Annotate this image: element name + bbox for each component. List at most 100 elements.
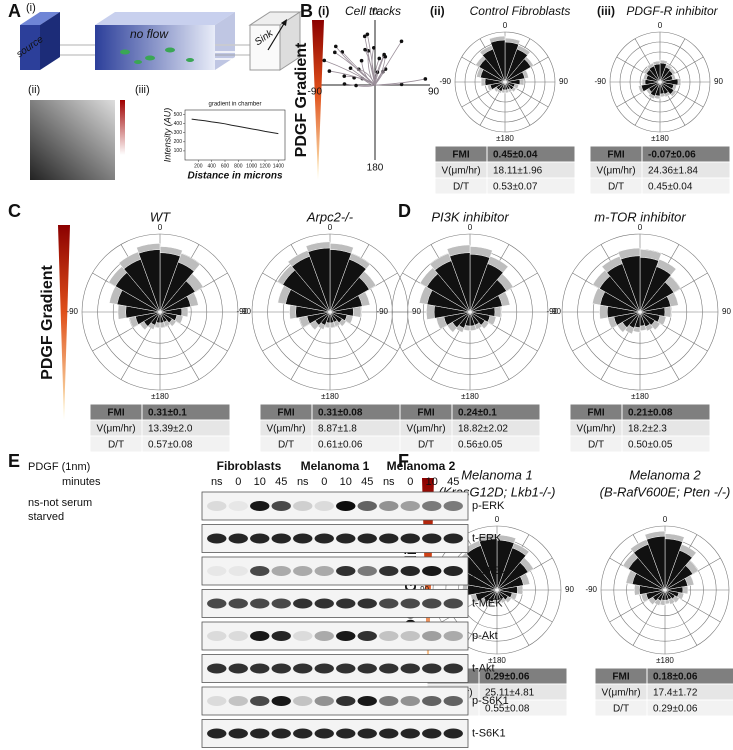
- rose-axis-label: -90: [594, 77, 606, 86]
- blot-band: [400, 696, 420, 706]
- rose-petal: [639, 311, 661, 323]
- rose-title: Melanoma 2: [629, 467, 701, 482]
- rose-petal: [449, 252, 471, 313]
- x-axis-label: Distance in microns: [187, 171, 282, 182]
- track-axis-label: 0: [372, 7, 378, 18]
- rose-axis-label: 90: [714, 77, 723, 86]
- rose-petal: [639, 311, 651, 327]
- track: [364, 36, 376, 86]
- table-label: FMI: [587, 408, 604, 419]
- table-cell: [646, 699, 733, 717]
- table-value: 0.31±0.08: [318, 408, 363, 419]
- blot-band: [293, 501, 313, 511]
- track-end: [333, 44, 338, 49]
- panel-letter: F: [398, 451, 409, 471]
- blot-band: [293, 728, 313, 739]
- rose-petal: [646, 535, 666, 591]
- blot-band: [400, 598, 420, 609]
- rose-axis-label: 0: [663, 515, 668, 524]
- blot-band: [228, 728, 248, 739]
- y-axis-label: Intensity (AU): [162, 108, 172, 163]
- blot-band: [228, 533, 248, 544]
- group-label: Fibroblasts: [217, 459, 282, 473]
- rose-petal: [329, 276, 370, 313]
- blot-band: [357, 631, 377, 641]
- row-label: p-MEK: [472, 565, 506, 577]
- gradient-label: PDGF Gradient: [293, 42, 310, 157]
- x-tick-label: 1000: [246, 163, 257, 169]
- table-value: 0.29±0.06: [653, 704, 698, 715]
- rose-axis-label: ±180: [488, 656, 506, 665]
- rose-petal: [469, 263, 504, 313]
- table-label: V(μm/hr): [96, 424, 135, 435]
- track-end: [423, 77, 428, 81]
- blot-band: [422, 598, 442, 609]
- rose-petal: [159, 280, 196, 313]
- rose-petal: [307, 247, 331, 313]
- table-value: 0.18±0.06: [653, 672, 698, 683]
- rose-title: Melanoma 1: [461, 467, 533, 482]
- blot-band: [379, 501, 399, 511]
- blot-band: [314, 533, 334, 544]
- blot-band: [336, 728, 356, 739]
- panel-letter: E: [8, 451, 20, 471]
- rose-petal: [329, 311, 343, 324]
- rose-petal: [329, 295, 363, 313]
- rose-petal: [639, 311, 656, 326]
- track-end: [399, 82, 404, 87]
- blot-band: [250, 566, 270, 576]
- rose-axis-label: -90: [66, 307, 78, 316]
- rose-petal: [496, 562, 529, 591]
- table-value: 18.82±2.02: [458, 424, 508, 435]
- rose-petal: [640, 81, 661, 92]
- lane-label: 45: [275, 476, 287, 488]
- schematic: [20, 11, 302, 180]
- table-cell: [641, 177, 731, 195]
- blot-band: [443, 663, 463, 674]
- panel-letter: A: [8, 1, 21, 21]
- rose-petal: [664, 565, 694, 591]
- rose-petal: [479, 538, 498, 591]
- table-label: FMI: [417, 408, 434, 419]
- blot-band: [357, 566, 377, 576]
- row-label: t-ERK: [472, 532, 502, 544]
- blot-band: [357, 533, 377, 544]
- rose-axis-label: -90: [236, 307, 248, 316]
- group-label: Melanoma 1: [301, 459, 370, 473]
- rose-petal: [659, 81, 669, 95]
- rose-petal: [664, 549, 693, 591]
- blot-band: [357, 598, 377, 609]
- rose-axis-label: 90: [412, 307, 421, 316]
- table-cell: [478, 699, 568, 717]
- table-value: 0.57±0.08: [148, 440, 193, 451]
- blot-band: [314, 566, 334, 576]
- rose-title: m-TOR inhibitor: [594, 209, 686, 224]
- sub-label: (iii): [597, 4, 615, 18]
- blot-band: [379, 631, 399, 641]
- sub-label: (i): [318, 4, 329, 18]
- blot-band: [271, 728, 291, 739]
- lane-label: 10: [426, 476, 438, 488]
- table-label: V(μm/hr): [596, 166, 635, 177]
- track-end: [359, 58, 364, 63]
- y-tick-label: 500: [174, 112, 183, 118]
- panel-title: Cell tracks: [345, 4, 401, 18]
- table-value: 8.87±1.8: [318, 424, 357, 435]
- table-label: FMI: [612, 672, 629, 683]
- blot-band: [422, 631, 442, 641]
- table-label: FMI: [107, 408, 124, 419]
- y-tick-label: 300: [174, 130, 183, 136]
- table-label: V(μm/hr): [406, 424, 445, 435]
- blot-band: [228, 631, 248, 641]
- lane-label: ns: [297, 476, 309, 488]
- sub-label: (i): [26, 2, 36, 14]
- rose-petal: [639, 307, 666, 317]
- blot-band: [336, 598, 356, 609]
- blot-band: [379, 533, 399, 544]
- track-end: [371, 45, 376, 50]
- table-label: V(μm/hr): [266, 424, 305, 435]
- track-end: [354, 83, 358, 88]
- track-end: [362, 34, 367, 39]
- blot-band: [400, 728, 420, 739]
